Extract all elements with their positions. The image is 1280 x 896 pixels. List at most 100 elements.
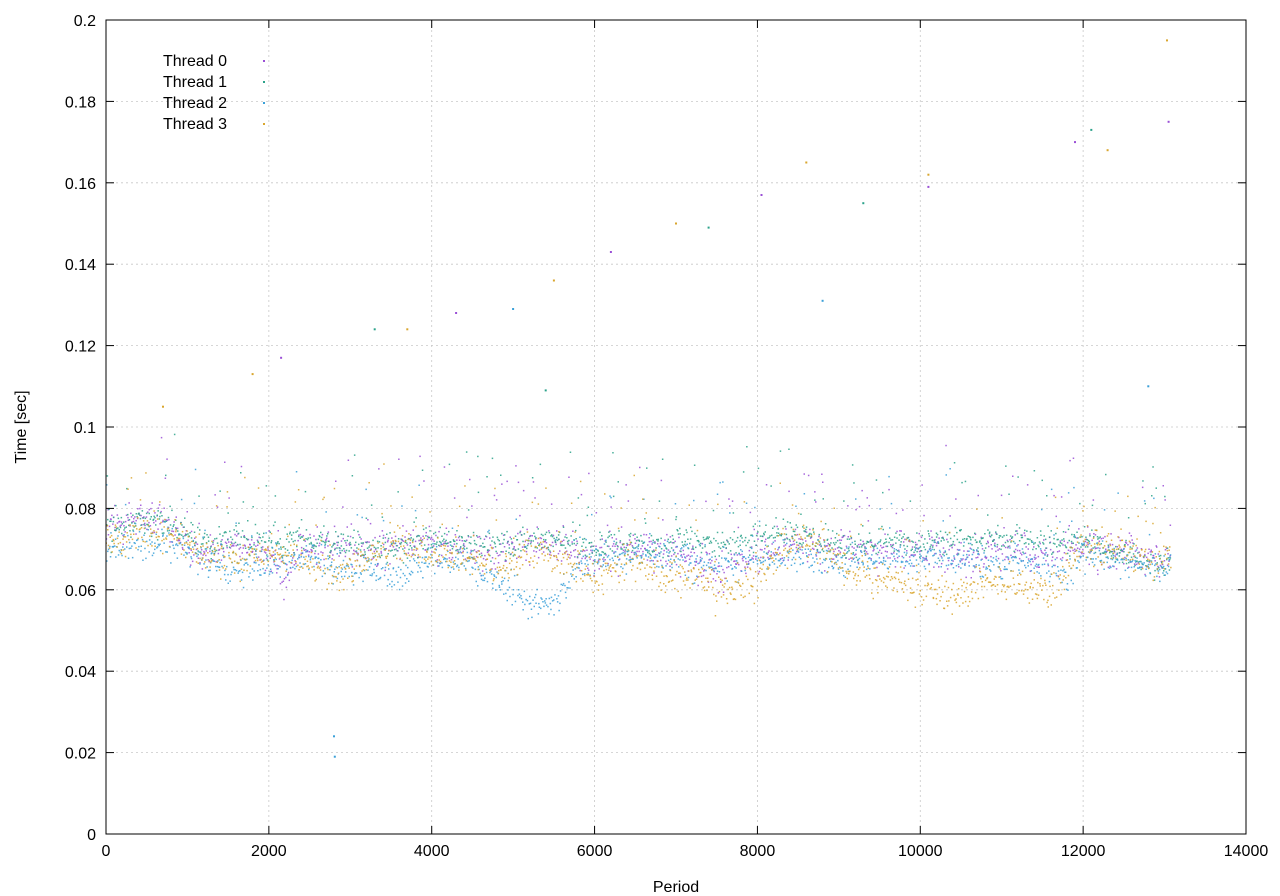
point xyxy=(1074,535,1076,537)
point xyxy=(1143,562,1145,564)
point xyxy=(183,549,185,551)
point xyxy=(982,566,985,568)
point xyxy=(817,543,819,545)
point xyxy=(912,565,914,567)
point xyxy=(328,540,330,543)
point xyxy=(1078,561,1080,564)
point xyxy=(721,579,723,582)
point xyxy=(533,566,535,569)
point xyxy=(567,556,570,558)
point xyxy=(161,528,163,531)
point xyxy=(628,544,631,546)
point xyxy=(764,559,766,562)
point xyxy=(488,529,490,532)
point xyxy=(140,545,142,547)
point xyxy=(971,558,973,560)
point xyxy=(709,558,711,560)
point xyxy=(639,555,641,557)
point xyxy=(711,569,713,571)
point xyxy=(448,565,451,567)
point xyxy=(651,578,654,581)
point xyxy=(843,554,846,556)
point xyxy=(257,487,260,489)
point xyxy=(660,589,662,591)
point xyxy=(281,561,284,563)
point xyxy=(1029,531,1032,533)
point xyxy=(660,571,663,573)
point xyxy=(142,520,145,522)
point xyxy=(629,535,631,538)
point xyxy=(126,487,128,490)
point xyxy=(680,555,682,557)
point xyxy=(701,568,704,570)
point xyxy=(362,543,364,545)
point xyxy=(962,538,964,541)
point xyxy=(1165,571,1168,573)
point xyxy=(195,548,198,551)
point xyxy=(632,534,635,536)
point xyxy=(664,539,666,541)
point xyxy=(1076,547,1079,549)
point xyxy=(469,478,471,481)
point xyxy=(782,539,784,541)
point xyxy=(310,541,312,544)
point xyxy=(672,549,675,552)
point xyxy=(329,544,331,546)
point xyxy=(489,544,492,546)
point xyxy=(208,560,210,563)
point xyxy=(263,532,265,535)
point xyxy=(1058,578,1061,580)
point xyxy=(741,557,744,560)
point xyxy=(335,576,337,578)
point xyxy=(1046,495,1048,497)
point xyxy=(859,580,861,582)
point xyxy=(1019,552,1022,554)
point xyxy=(978,553,980,556)
point xyxy=(754,523,756,525)
point xyxy=(464,485,466,487)
point xyxy=(791,535,793,538)
point xyxy=(169,524,172,526)
point xyxy=(575,529,577,532)
point xyxy=(236,562,238,564)
point xyxy=(791,504,794,506)
point xyxy=(570,535,572,537)
point xyxy=(855,549,857,551)
point xyxy=(737,526,740,529)
point xyxy=(196,547,199,550)
point xyxy=(950,562,952,565)
point xyxy=(376,565,378,567)
point xyxy=(216,561,218,563)
point xyxy=(434,552,436,554)
point xyxy=(1087,539,1090,542)
point xyxy=(497,554,500,557)
point xyxy=(573,562,576,565)
point xyxy=(739,584,741,587)
point xyxy=(122,543,124,545)
point xyxy=(240,465,243,468)
point xyxy=(652,551,654,553)
point xyxy=(1008,562,1010,565)
point xyxy=(772,552,775,554)
point xyxy=(313,569,315,571)
point xyxy=(337,535,339,538)
point xyxy=(128,547,131,550)
point xyxy=(813,533,815,535)
point xyxy=(1041,479,1043,482)
point xyxy=(155,520,157,522)
point xyxy=(788,550,791,553)
point xyxy=(532,540,534,542)
point xyxy=(300,565,303,568)
point xyxy=(438,544,440,547)
point xyxy=(120,521,123,523)
point xyxy=(840,567,842,569)
point xyxy=(242,547,245,549)
point xyxy=(178,539,180,541)
point xyxy=(806,555,808,558)
point xyxy=(585,556,587,558)
point xyxy=(848,558,850,560)
point xyxy=(464,540,467,543)
point xyxy=(444,545,447,547)
point xyxy=(460,546,462,548)
point xyxy=(963,541,965,544)
